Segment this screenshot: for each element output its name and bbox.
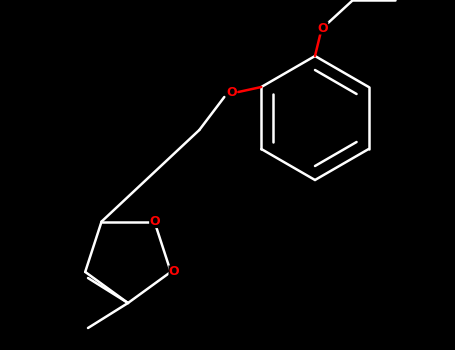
Text: O: O [168,265,179,278]
Text: O: O [226,85,237,98]
Text: O: O [149,215,160,228]
Text: O: O [318,21,329,35]
